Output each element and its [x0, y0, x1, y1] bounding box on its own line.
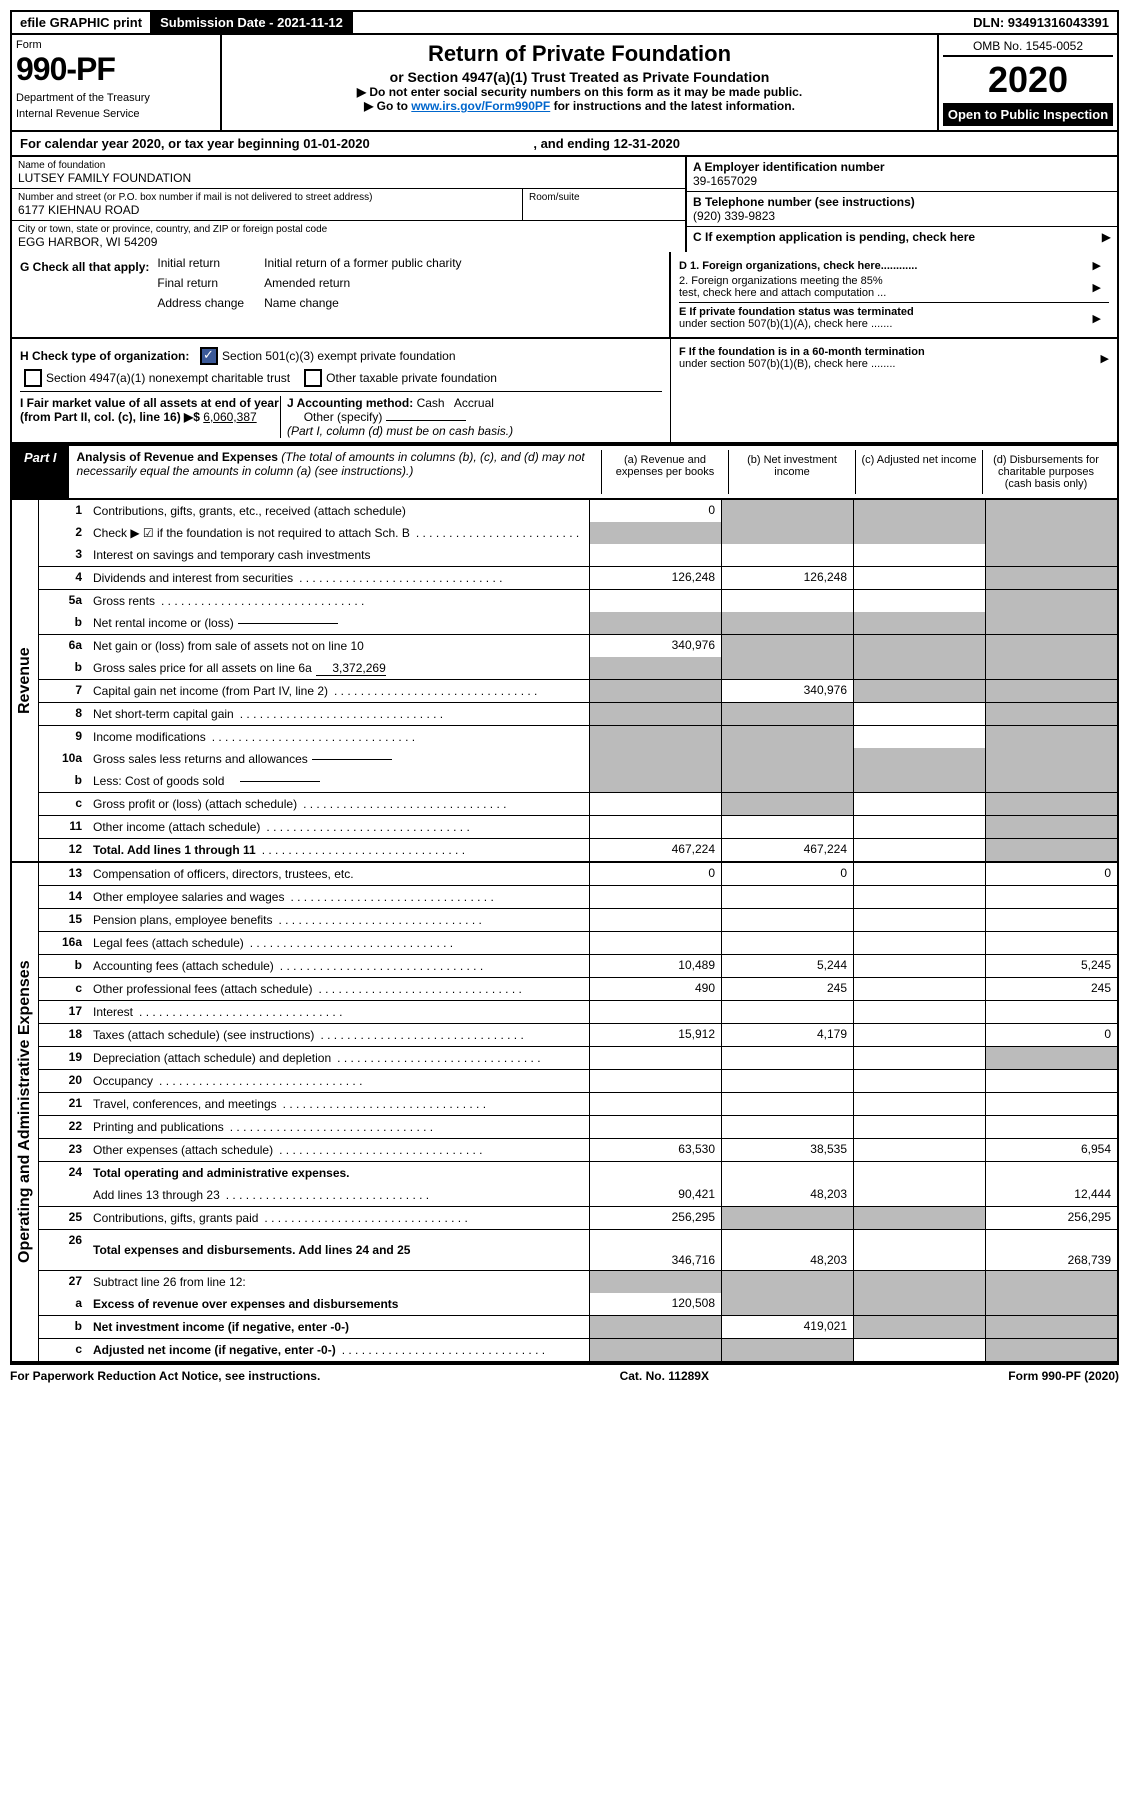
submission-date: Submission Date - 2021-11-12: [152, 12, 353, 33]
part1-header: Part I Analysis of Revenue and Expenses …: [10, 444, 1119, 500]
form-header: Form 990-PF Department of the Treasury I…: [10, 35, 1119, 132]
note-link-line: ▶ Go to www.irs.gov/Form990PF for instru…: [230, 99, 929, 113]
dept-treasury: Department of the Treasury: [16, 92, 216, 104]
form-number: 990-PF: [16, 51, 216, 88]
form-ref: Form 990-PF (2020): [1008, 1369, 1119, 1383]
form-title: Return of Private Foundation: [230, 41, 929, 67]
h-4947-checkbox[interactable]: [24, 369, 42, 387]
cat-no: Cat. No. 11289X: [620, 1369, 709, 1383]
efile-label: efile GRAPHIC print: [12, 12, 152, 33]
part-label: Part I: [12, 446, 69, 498]
h-row: H Check type of organization: Section 50…: [20, 347, 662, 365]
g-row: G Check all that apply: Initial return I…: [20, 256, 661, 310]
dln: DLN: 93491316043391: [965, 12, 1117, 33]
revenue-label: Revenue: [12, 500, 39, 861]
tax-year: 2020: [943, 57, 1113, 103]
fmv-value: 6,060,387: [203, 410, 256, 424]
irs: Internal Revenue Service: [16, 108, 216, 120]
ein-row: A Employer identification number 39-1657…: [687, 157, 1117, 192]
section-h-i-j-f: H Check type of organization: Section 50…: [10, 339, 1119, 444]
phone-row: B Telephone number (see instructions) (9…: [687, 192, 1117, 227]
h-501c3-checkbox[interactable]: [200, 347, 218, 365]
note-ssn: ▶ Do not enter social security numbers o…: [230, 85, 929, 99]
col-d-header: (d) Disbursements for charitable purpose…: [982, 450, 1109, 494]
info-grid: Name of foundation LUTSEY FAMILY FOUNDAT…: [10, 157, 1119, 252]
form-title-box: Return of Private Foundation or Section …: [222, 35, 939, 130]
section-g-d: G Check all that apply: Initial return I…: [10, 252, 1119, 339]
exemption-pending-row: C If exemption application is pending, c…: [687, 227, 1117, 247]
form-word: Form: [16, 39, 216, 51]
page-footer: For Paperwork Reduction Act Notice, see …: [10, 1363, 1119, 1387]
opex-label: Operating and Administrative Expenses: [12, 863, 39, 1361]
col-c-header: (c) Adjusted net income: [855, 450, 982, 494]
paperwork-notice: For Paperwork Reduction Act Notice, see …: [10, 1369, 320, 1383]
h-other-checkbox[interactable]: [304, 369, 322, 387]
city-row: City or town, state or province, country…: [12, 221, 685, 252]
part-title: Analysis of Revenue and Expenses (The to…: [77, 450, 601, 494]
col-a-header: (a) Revenue and expenses per books: [601, 450, 728, 494]
col-b-header: (b) Net investment income: [728, 450, 855, 494]
open-inspection: Open to Public Inspection: [943, 103, 1113, 126]
opex-section: Operating and Administrative Expenses 13…: [10, 863, 1119, 1363]
address-row: Number and street (or P.O. box number if…: [12, 189, 685, 221]
omb-number: OMB No. 1545-0052: [943, 39, 1113, 57]
form-subtitle: or Section 4947(a)(1) Trust Treated as P…: [230, 69, 929, 85]
calendar-year-row: For calendar year 2020, or tax year begi…: [10, 132, 1119, 157]
year-box: OMB No. 1545-0052 2020 Open to Public In…: [939, 35, 1117, 130]
revenue-section: Revenue 1Contributions, gifts, grants, e…: [10, 500, 1119, 863]
form-number-box: Form 990-PF Department of the Treasury I…: [12, 35, 222, 130]
top-bar: efile GRAPHIC print Submission Date - 20…: [10, 10, 1119, 35]
foundation-name-row: Name of foundation LUTSEY FAMILY FOUNDAT…: [12, 157, 685, 189]
form-instructions-link[interactable]: www.irs.gov/Form990PF: [411, 99, 550, 113]
